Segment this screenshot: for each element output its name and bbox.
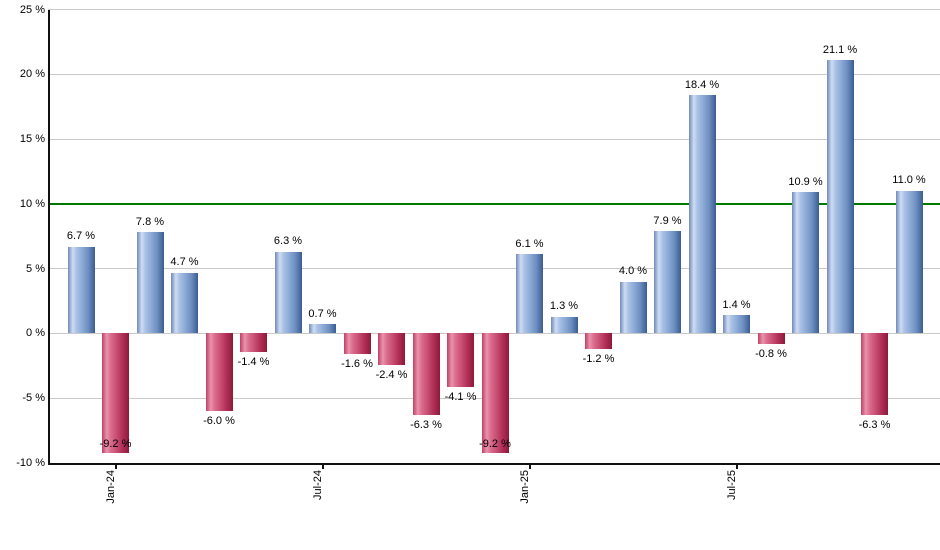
bar-value-label: 6.3 % xyxy=(273,235,303,248)
bar xyxy=(67,246,95,334)
bar-value-label: 18.4 % xyxy=(684,78,720,91)
bar xyxy=(412,333,440,416)
x-tick-label: Jan-25 xyxy=(518,470,531,504)
x-tick-mark xyxy=(114,463,117,469)
bar-value-label: 21.1 % xyxy=(822,43,858,56)
y-tick-label: 0 % xyxy=(26,327,45,340)
bar xyxy=(585,333,612,349)
bar-value-label: -9.2 % xyxy=(479,438,511,451)
gridline-15 xyxy=(48,138,940,140)
y-tick-label: 15 % xyxy=(19,133,45,146)
bar xyxy=(274,251,302,334)
x-tick-mark xyxy=(528,463,531,469)
bar xyxy=(688,95,716,334)
bar-value-label: 11.0 % xyxy=(892,174,926,187)
bar xyxy=(481,333,509,453)
bar xyxy=(654,231,681,334)
gridline-5 xyxy=(48,268,940,270)
bar-value-label: 10.9 % xyxy=(788,175,823,188)
y-tick-label: 20 % xyxy=(19,68,45,81)
bar xyxy=(171,272,198,334)
gridline-25 xyxy=(48,9,940,10)
bar-value-label: 7.8 % xyxy=(135,215,165,228)
bar xyxy=(309,324,336,334)
x-tick-label: Jan-24 xyxy=(104,470,117,504)
bar-value-label: 1.4 % xyxy=(722,298,751,311)
bar-value-label: 6.7 % xyxy=(66,230,96,243)
y-tick-label: 10 % xyxy=(19,197,45,210)
bar xyxy=(240,333,267,352)
bar xyxy=(895,190,923,334)
y-tick-label: 25 % xyxy=(19,3,45,16)
bar-value-label: 0.7 % xyxy=(308,307,337,320)
bar-value-label: -1.2 % xyxy=(582,352,615,365)
bar xyxy=(205,333,233,412)
bar xyxy=(447,333,474,387)
bar-value-label: -6.3 % xyxy=(858,419,891,432)
y-tick-label: -5 % xyxy=(22,392,45,405)
x-tick-label: Jul-24 xyxy=(311,470,324,500)
bar-value-label: 6.1 % xyxy=(515,237,544,250)
bar-value-label: -0.8 % xyxy=(755,347,787,360)
bar xyxy=(550,316,578,334)
bar-value-label: 7.9 % xyxy=(653,214,682,227)
bar xyxy=(343,333,371,355)
bar-value-label: -6.3 % xyxy=(410,419,442,432)
gridline-20 xyxy=(48,73,940,75)
bar xyxy=(516,254,543,334)
bar xyxy=(102,333,129,453)
bar xyxy=(826,60,854,334)
bar-value-label: -1.6 % xyxy=(341,358,373,371)
bar xyxy=(136,232,164,334)
x-axis xyxy=(48,463,940,465)
bar-value-label: 4.0 % xyxy=(618,265,648,278)
y-tick-label: 5 % xyxy=(26,262,45,275)
bar-value-label: -9.2 % xyxy=(99,438,132,451)
bar xyxy=(792,192,819,334)
bar xyxy=(757,333,785,344)
x-tick-mark xyxy=(321,463,324,469)
bar-value-label: -1.4 % xyxy=(237,355,270,368)
bar xyxy=(378,333,405,365)
x-tick-mark xyxy=(735,463,738,469)
bar-value-label: -6.0 % xyxy=(203,415,235,428)
bar-value-label: -4.1 % xyxy=(444,390,477,403)
bar-value-label: 4.7 % xyxy=(170,256,199,269)
y-tick-label: -10 % xyxy=(16,457,45,469)
reference-line-10pct xyxy=(48,202,940,205)
y-axis xyxy=(48,9,50,465)
bar xyxy=(619,281,647,334)
x-tick-label: Jul-25 xyxy=(725,470,738,500)
bar-value-label: -2.4 % xyxy=(375,368,408,381)
bar xyxy=(861,333,888,416)
bar-value-label: 1.3 % xyxy=(549,300,579,313)
bar xyxy=(723,315,750,334)
